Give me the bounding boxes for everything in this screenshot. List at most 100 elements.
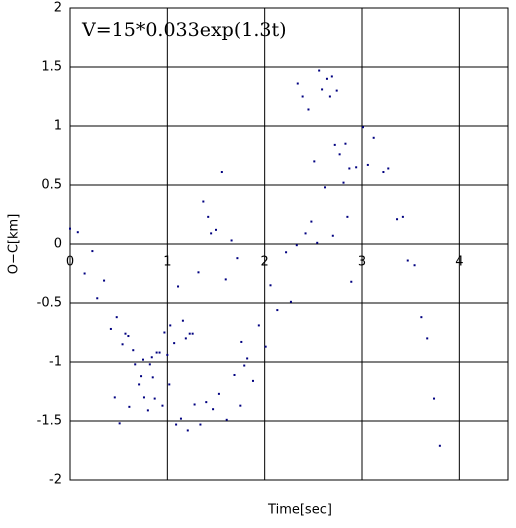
y-tick-label: -1.5 (37, 414, 62, 429)
point (251, 379, 254, 382)
point (215, 228, 217, 231)
point (396, 218, 399, 221)
point (313, 160, 316, 163)
point (173, 342, 176, 345)
y-tick-label: -2 (49, 473, 62, 488)
point (181, 319, 184, 322)
point (175, 423, 178, 426)
point (153, 397, 156, 400)
point (205, 401, 208, 404)
point (233, 373, 236, 376)
point (372, 136, 375, 139)
point (246, 357, 249, 360)
point (202, 200, 205, 203)
point (433, 397, 436, 400)
point (296, 82, 299, 85)
y-tick-label: 2 (54, 1, 62, 16)
point (346, 215, 349, 218)
point (91, 250, 94, 253)
point (142, 358, 144, 361)
point (121, 343, 124, 346)
point (301, 95, 304, 98)
point (193, 403, 196, 406)
point (224, 278, 227, 281)
point (243, 364, 246, 367)
point (331, 234, 334, 237)
point (188, 332, 191, 335)
point (113, 396, 116, 399)
annotation: V=15*0.033exp(1.3t) (81, 19, 287, 41)
point (230, 239, 233, 242)
point (210, 232, 213, 235)
point (109, 327, 112, 330)
point (350, 280, 353, 283)
point (146, 409, 149, 412)
y-tick-label: -1 (49, 355, 62, 370)
point (276, 309, 279, 312)
point (344, 142, 347, 145)
point (342, 181, 345, 184)
point (128, 405, 131, 408)
y-tick-label: 0 (54, 237, 62, 252)
x-axis-label: Time[sec] (267, 503, 332, 518)
point (179, 417, 182, 420)
point (338, 153, 341, 156)
point (163, 331, 166, 334)
point (355, 166, 358, 169)
point (124, 332, 127, 335)
point (191, 332, 194, 335)
point (285, 251, 288, 254)
point (325, 77, 328, 80)
y-tick-label: 1 (54, 119, 62, 134)
point (169, 324, 172, 327)
point (134, 363, 137, 366)
point (168, 383, 171, 386)
point (240, 340, 243, 343)
point (316, 241, 319, 244)
point (177, 285, 180, 288)
point (220, 171, 223, 174)
point (420, 316, 423, 319)
point (324, 186, 327, 189)
point (83, 272, 86, 275)
point (96, 297, 99, 300)
point (155, 351, 158, 354)
point (289, 300, 292, 303)
point (413, 264, 416, 267)
point (264, 345, 267, 348)
point (148, 363, 151, 366)
point (269, 284, 272, 287)
point (361, 126, 364, 129)
point (330, 75, 333, 78)
point (69, 227, 71, 230)
point (348, 167, 351, 170)
y-tick-label: 0.5 (41, 178, 62, 193)
point (225, 418, 228, 421)
point (150, 356, 153, 359)
y-tick-label: -0.5 (37, 296, 62, 311)
point (151, 376, 154, 379)
point (197, 271, 200, 274)
point (321, 88, 324, 91)
point (335, 89, 338, 92)
point (212, 408, 215, 411)
point (426, 337, 429, 340)
point (333, 143, 336, 146)
y-tick-label: 1.5 (41, 60, 62, 75)
point (307, 108, 310, 111)
point (304, 232, 307, 235)
point (199, 423, 202, 426)
point (76, 231, 79, 234)
point (438, 444, 441, 447)
point (161, 404, 164, 407)
point (140, 375, 143, 378)
point (328, 95, 331, 98)
point (236, 257, 239, 260)
point (310, 220, 313, 223)
point (115, 316, 118, 319)
point (318, 69, 321, 72)
point (382, 171, 385, 174)
y-axis-label: O−C[km] (7, 214, 22, 275)
